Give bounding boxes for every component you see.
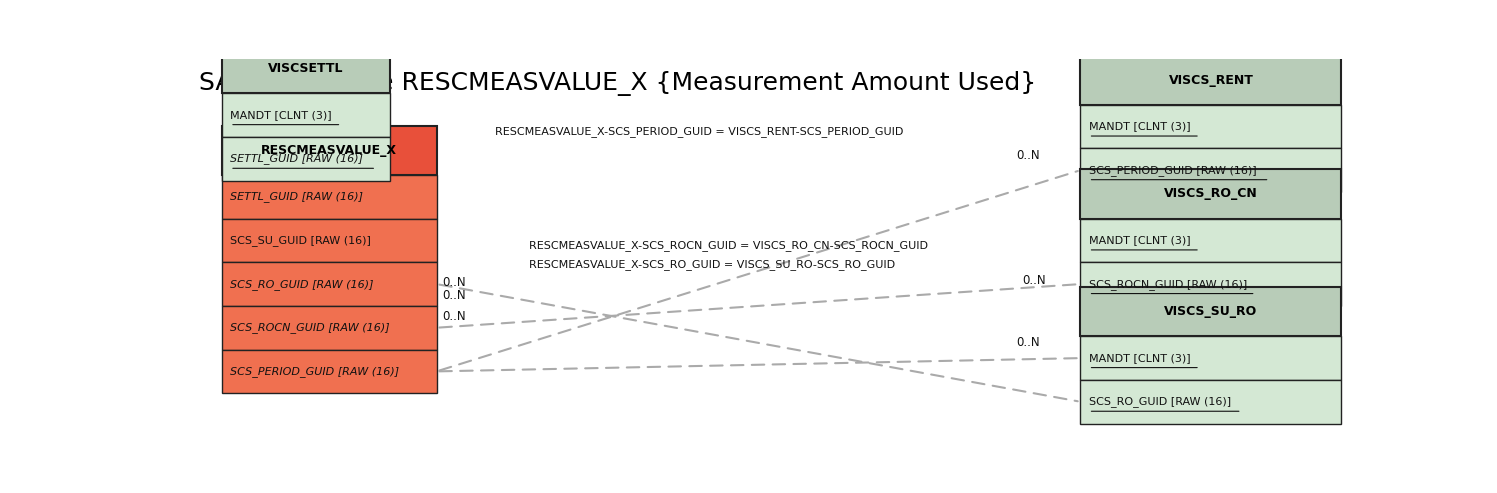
- Text: SCS_RO_GUID [RAW (16)]: SCS_RO_GUID [RAW (16)]: [1088, 396, 1231, 407]
- Text: MANDT [CLNT (3)]: MANDT [CLNT (3)]: [231, 110, 332, 120]
- Text: VISCS_RENT: VISCS_RENT: [1169, 73, 1253, 87]
- Text: SCS_ROCN_GUID [RAW (16)]: SCS_ROCN_GUID [RAW (16)]: [1088, 279, 1247, 289]
- Text: MANDT [CLNT (3)]: MANDT [CLNT (3)]: [1088, 236, 1190, 246]
- Text: SCS_RO_GUID [RAW (16)]: SCS_RO_GUID [RAW (16)]: [1088, 396, 1231, 407]
- Text: SCS_PERIOD_GUID [RAW (16)]: SCS_PERIOD_GUID [RAW (16)]: [1088, 165, 1256, 176]
- Text: 0..N: 0..N: [1022, 274, 1046, 287]
- Text: MANDT [CLNT (3)]: MANDT [CLNT (3)]: [1088, 122, 1190, 132]
- Text: VISCSETTL: VISCSETTL: [268, 62, 344, 75]
- FancyBboxPatch shape: [1081, 218, 1341, 262]
- Text: MANDT [CLNT (3)]: MANDT [CLNT (3)]: [1088, 236, 1190, 246]
- FancyBboxPatch shape: [1081, 287, 1341, 336]
- FancyBboxPatch shape: [222, 262, 437, 306]
- FancyBboxPatch shape: [222, 93, 391, 137]
- Text: SAP ABAP table RESCMEASVALUE_X {Measurement Amount Used}: SAP ABAP table RESCMEASVALUE_X {Measurem…: [199, 70, 1036, 96]
- Text: MANDT [CLNT (3)]: MANDT [CLNT (3)]: [1088, 122, 1190, 132]
- Text: 0..N: 0..N: [1016, 336, 1040, 350]
- FancyBboxPatch shape: [222, 126, 437, 175]
- Text: MANDT [CLNT (3)]: MANDT [CLNT (3)]: [1088, 353, 1190, 363]
- FancyBboxPatch shape: [1081, 262, 1341, 306]
- FancyBboxPatch shape: [222, 306, 437, 350]
- Text: SCS_SU_GUID [RAW (16)]: SCS_SU_GUID [RAW (16)]: [231, 235, 371, 246]
- Text: SCS_RO_GUID [RAW (16)]: SCS_RO_GUID [RAW (16)]: [231, 279, 374, 289]
- Text: RESCMEASVALUE_X-SCS_ROCN_GUID = VISCS_RO_CN-SCS_ROCN_GUID: RESCMEASVALUE_X-SCS_ROCN_GUID = VISCS_RO…: [530, 240, 928, 250]
- FancyBboxPatch shape: [222, 44, 391, 93]
- Text: SETTL_GUID [RAW (16)]: SETTL_GUID [RAW (16)]: [231, 153, 364, 164]
- Text: SCS_PERIOD_GUID [RAW (16)]: SCS_PERIOD_GUID [RAW (16)]: [1088, 165, 1256, 176]
- Text: SCS_ROCN_GUID [RAW (16)]: SCS_ROCN_GUID [RAW (16)]: [231, 322, 389, 333]
- Text: SETTL_GUID [RAW (16)]: SETTL_GUID [RAW (16)]: [231, 153, 364, 164]
- FancyBboxPatch shape: [222, 218, 437, 262]
- Text: SETTL_GUID [RAW (16)]: SETTL_GUID [RAW (16)]: [231, 191, 364, 202]
- Text: RESCMEASVALUE_X-SCS_PERIOD_GUID = VISCS_RENT-SCS_PERIOD_GUID: RESCMEASVALUE_X-SCS_PERIOD_GUID = VISCS_…: [494, 126, 903, 137]
- Text: 0..N: 0..N: [443, 289, 466, 302]
- FancyBboxPatch shape: [1081, 336, 1341, 380]
- FancyBboxPatch shape: [222, 137, 391, 180]
- FancyBboxPatch shape: [1081, 55, 1341, 105]
- Text: MANDT [CLNT (3)]: MANDT [CLNT (3)]: [1088, 353, 1190, 363]
- FancyBboxPatch shape: [1081, 105, 1341, 148]
- Text: 0..N: 0..N: [443, 310, 466, 323]
- Text: RESCMEASVALUE_X: RESCMEASVALUE_X: [262, 144, 397, 157]
- Text: VISCS_RO_CN: VISCS_RO_CN: [1165, 187, 1257, 201]
- Text: MANDT [CLNT (3)]: MANDT [CLNT (3)]: [231, 110, 332, 120]
- Text: SCS_PERIOD_GUID [RAW (16)]: SCS_PERIOD_GUID [RAW (16)]: [231, 366, 400, 377]
- FancyBboxPatch shape: [1081, 148, 1341, 192]
- Text: RESCMEASVALUE_X-SCS_RO_GUID = VISCS_SU_RO-SCS_RO_GUID: RESCMEASVALUE_X-SCS_RO_GUID = VISCS_SU_R…: [530, 259, 895, 270]
- Text: SCS_ROCN_GUID [RAW (16)]: SCS_ROCN_GUID [RAW (16)]: [1088, 279, 1247, 289]
- FancyBboxPatch shape: [1081, 380, 1341, 423]
- Text: VISCS_SU_RO: VISCS_SU_RO: [1165, 305, 1257, 318]
- Text: 0..N: 0..N: [443, 276, 466, 289]
- FancyBboxPatch shape: [222, 175, 437, 218]
- Text: 0..N: 0..N: [1016, 148, 1040, 162]
- FancyBboxPatch shape: [1081, 169, 1341, 218]
- FancyBboxPatch shape: [222, 350, 437, 393]
